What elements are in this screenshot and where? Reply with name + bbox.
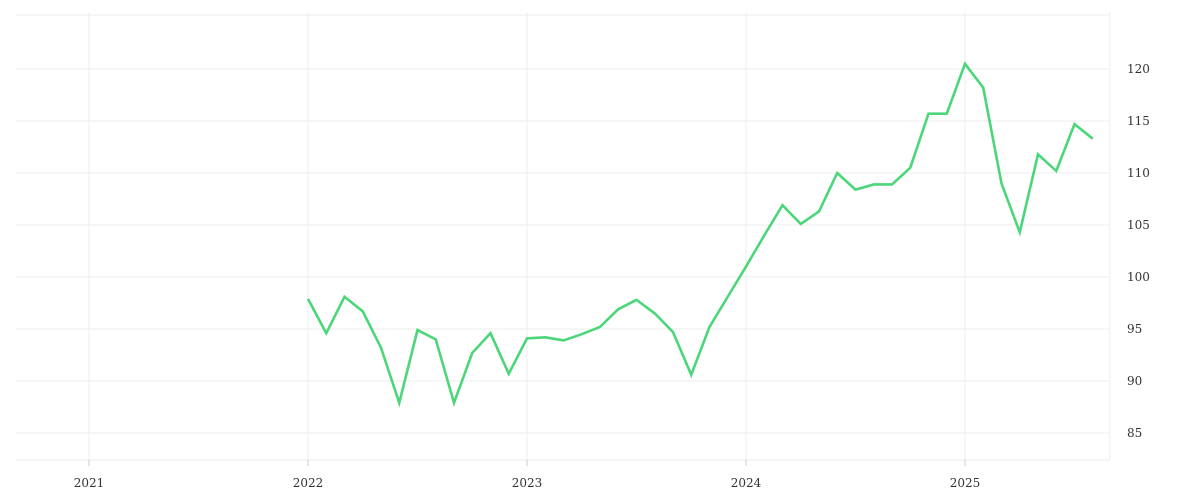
data-point (616, 307, 620, 311)
data-point (762, 233, 766, 237)
y-axis-ticks: 85 90 95 100 105 110 115 120 (1127, 62, 1150, 440)
data-point (434, 337, 438, 341)
data-point (1036, 152, 1040, 156)
data-point (452, 401, 456, 405)
data-point (872, 182, 876, 186)
data-point (489, 331, 493, 335)
x-tick-label: 2025 (950, 476, 981, 490)
data-point (817, 209, 821, 213)
y-tick-label: 115 (1127, 114, 1150, 128)
data-point (963, 62, 967, 66)
data-point (854, 188, 858, 192)
data-point (361, 309, 365, 313)
data-point (908, 166, 912, 170)
data-point (324, 331, 328, 335)
data-point (306, 297, 310, 301)
data-point (580, 332, 584, 336)
series-group (306, 61, 1095, 408)
data-point (799, 222, 803, 226)
y-tick-label: 105 (1127, 218, 1150, 232)
data-point (379, 346, 383, 350)
data-point (635, 298, 639, 302)
data-point (708, 325, 712, 329)
data-point (1000, 181, 1004, 185)
data-point (1073, 122, 1077, 126)
x-tick-label: 2021 (74, 476, 105, 490)
data-point (981, 86, 985, 90)
y-tick-label: 120 (1127, 62, 1150, 76)
x-tick-label: 2024 (731, 476, 762, 490)
series-line (306, 61, 1094, 408)
data-point (835, 171, 839, 175)
data-point (890, 182, 894, 186)
data-point (397, 401, 401, 405)
data-point (927, 112, 931, 116)
data-point (781, 203, 785, 207)
data-point (525, 336, 529, 340)
x-tick-label: 2022 (293, 476, 324, 490)
y-tick-label: 90 (1127, 374, 1142, 388)
data-point (689, 373, 693, 377)
data-point (562, 338, 566, 342)
x-axis-ticks: 2021 2022 2023 2024 2025 (74, 476, 981, 490)
data-point (945, 112, 949, 116)
data-point (1091, 137, 1095, 141)
data-point (671, 330, 675, 334)
data-point (744, 265, 748, 269)
data-point (343, 295, 347, 299)
y-tick-label: 110 (1127, 166, 1150, 180)
y-tick-label: 100 (1127, 270, 1150, 284)
data-point (653, 311, 657, 315)
data-point (507, 372, 511, 376)
data-point (470, 351, 474, 355)
y-tick-label: 95 (1127, 322, 1142, 336)
grid-lines (16, 12, 1111, 466)
data-point (726, 295, 730, 299)
data-point (1018, 230, 1022, 234)
y-tick-label: 85 (1127, 426, 1142, 440)
data-point (543, 335, 547, 339)
data-point (416, 328, 420, 332)
x-tick-label: 2023 (512, 476, 543, 490)
data-point (1054, 169, 1058, 173)
data-point (598, 325, 602, 329)
